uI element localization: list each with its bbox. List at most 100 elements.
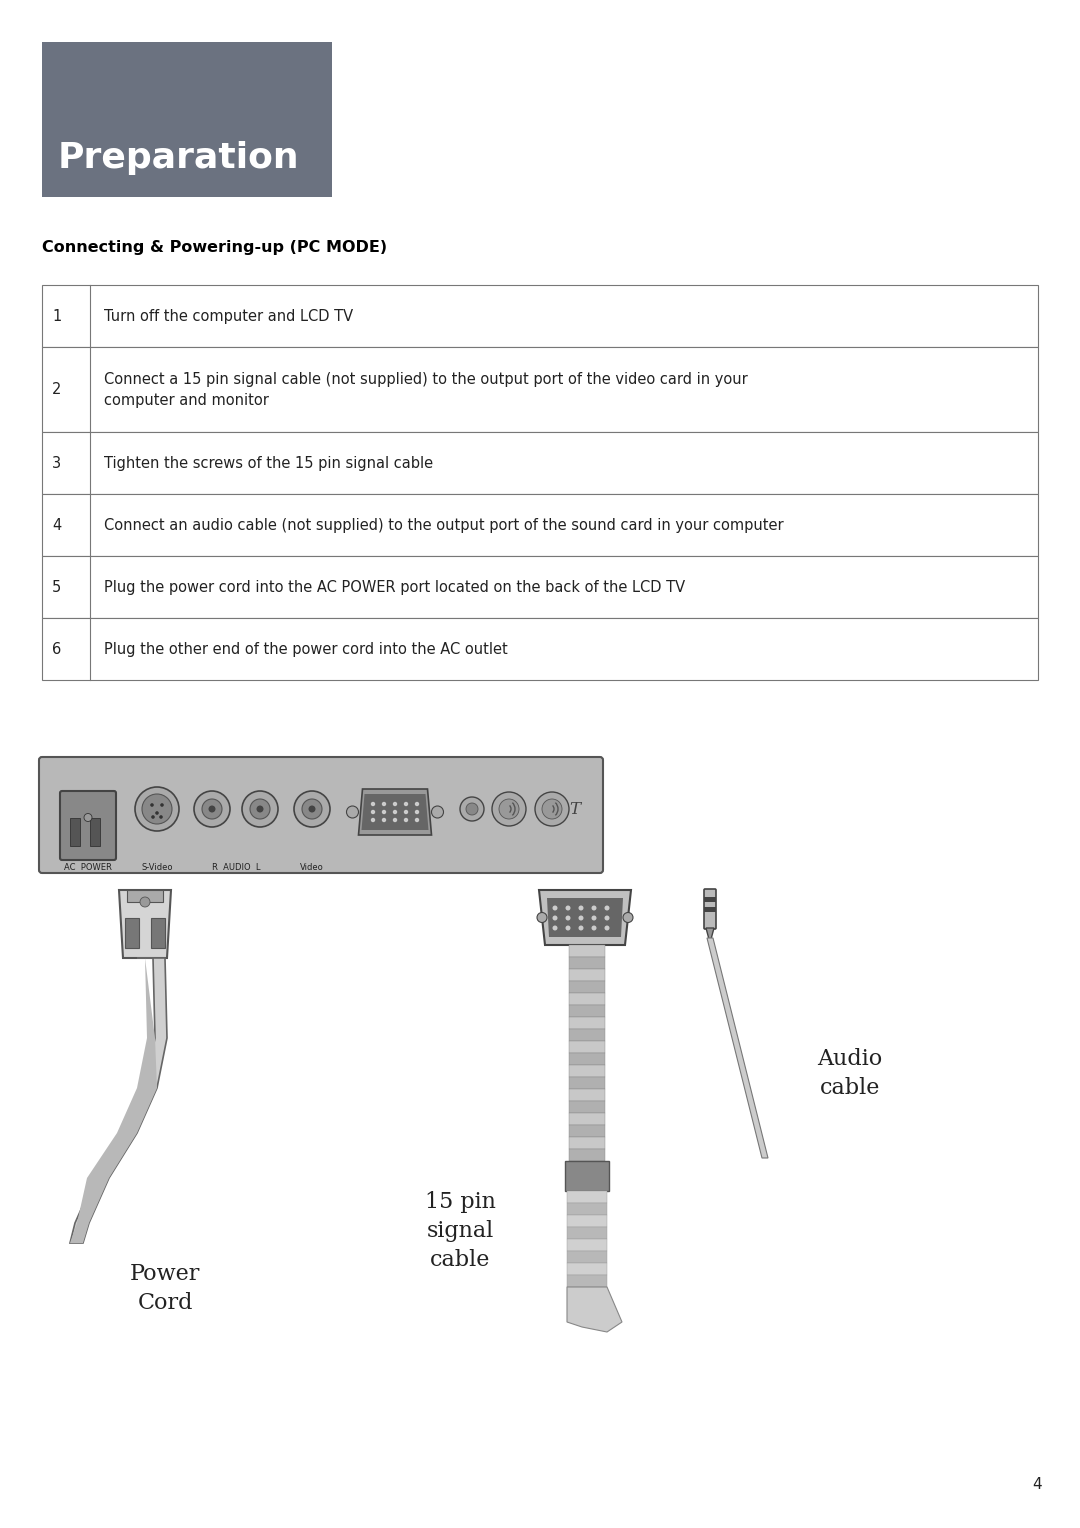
- Circle shape: [140, 897, 150, 908]
- Circle shape: [135, 787, 179, 831]
- Circle shape: [499, 799, 519, 819]
- FancyBboxPatch shape: [704, 889, 716, 929]
- Circle shape: [605, 915, 609, 920]
- FancyBboxPatch shape: [60, 792, 116, 860]
- Bar: [42, 556, 1038, 617]
- Circle shape: [257, 805, 264, 813]
- Circle shape: [537, 912, 546, 923]
- Bar: [567, 1227, 607, 1239]
- Text: 4: 4: [1032, 1478, 1042, 1491]
- Text: Preparation: Preparation: [58, 141, 299, 176]
- Bar: [569, 1112, 605, 1125]
- Circle shape: [404, 817, 408, 822]
- Text: R  AUDIO  L: R AUDIO L: [212, 863, 260, 872]
- Bar: [704, 908, 716, 912]
- Bar: [567, 1274, 607, 1287]
- Bar: [567, 1190, 607, 1203]
- Circle shape: [404, 810, 408, 814]
- Bar: [151, 918, 165, 947]
- Circle shape: [592, 926, 596, 931]
- Circle shape: [150, 804, 153, 807]
- Circle shape: [370, 802, 375, 807]
- Circle shape: [579, 906, 583, 911]
- Bar: [569, 944, 605, 957]
- Bar: [569, 1149, 605, 1161]
- Circle shape: [370, 810, 375, 814]
- Circle shape: [382, 810, 387, 814]
- Bar: [569, 1041, 605, 1053]
- Text: Connect a 15 pin signal cable (not supplied) to the output port of the video car: Connect a 15 pin signal cable (not suppl…: [104, 371, 747, 408]
- Circle shape: [566, 926, 570, 931]
- Circle shape: [151, 816, 154, 819]
- Circle shape: [623, 912, 633, 923]
- Bar: [569, 1137, 605, 1149]
- Circle shape: [432, 805, 444, 817]
- Bar: [567, 1239, 607, 1251]
- Circle shape: [382, 817, 387, 822]
- Bar: [42, 432, 1038, 494]
- Polygon shape: [127, 889, 163, 902]
- Circle shape: [415, 810, 419, 814]
- FancyBboxPatch shape: [39, 756, 603, 872]
- Circle shape: [542, 799, 562, 819]
- Bar: [569, 1102, 605, 1112]
- Circle shape: [160, 804, 164, 807]
- Circle shape: [404, 802, 408, 807]
- Bar: [125, 918, 139, 947]
- Circle shape: [592, 915, 596, 920]
- Bar: [569, 1089, 605, 1102]
- Bar: [569, 981, 605, 993]
- Polygon shape: [359, 788, 432, 834]
- Circle shape: [566, 906, 570, 911]
- Circle shape: [194, 792, 230, 827]
- Bar: [569, 1053, 605, 1065]
- Bar: [567, 1203, 607, 1215]
- Bar: [569, 1028, 605, 1041]
- Bar: [42, 347, 1038, 432]
- Circle shape: [535, 792, 569, 827]
- Bar: [704, 897, 716, 902]
- Text: Power
Cord: Power Cord: [130, 1264, 200, 1314]
- Polygon shape: [119, 889, 171, 958]
- Bar: [567, 1251, 607, 1264]
- Text: 3: 3: [52, 455, 62, 471]
- Text: T: T: [569, 801, 581, 817]
- Circle shape: [242, 792, 278, 827]
- Circle shape: [159, 816, 163, 819]
- Polygon shape: [70, 958, 157, 1242]
- Bar: [70, 817, 80, 847]
- Circle shape: [393, 810, 397, 814]
- Bar: [42, 286, 1038, 347]
- Bar: [90, 817, 100, 847]
- Text: Connect an audio cable (not supplied) to the output port of the sound card in yo: Connect an audio cable (not supplied) to…: [104, 518, 784, 532]
- Polygon shape: [707, 938, 768, 1158]
- Circle shape: [393, 817, 397, 822]
- Text: 2: 2: [52, 382, 62, 397]
- Bar: [569, 1018, 605, 1028]
- Circle shape: [460, 798, 484, 821]
- Bar: [569, 1005, 605, 1018]
- Circle shape: [382, 802, 387, 807]
- Bar: [567, 1264, 607, 1274]
- Circle shape: [553, 926, 557, 931]
- Bar: [569, 993, 605, 1005]
- Circle shape: [605, 906, 609, 911]
- Circle shape: [156, 811, 159, 814]
- Text: S-Video: S-Video: [141, 863, 173, 872]
- Text: 4: 4: [52, 518, 62, 532]
- Polygon shape: [567, 1287, 622, 1332]
- Circle shape: [347, 805, 359, 817]
- Polygon shape: [706, 927, 714, 943]
- Circle shape: [208, 805, 216, 813]
- Bar: [42, 617, 1038, 680]
- Circle shape: [141, 795, 172, 824]
- Text: Connecting & Powering-up (PC MODE): Connecting & Powering-up (PC MODE): [42, 240, 387, 255]
- Circle shape: [84, 813, 92, 822]
- Text: Plug the other end of the power cord into the AC outlet: Plug the other end of the power cord int…: [104, 642, 508, 657]
- Text: 1: 1: [52, 309, 62, 324]
- Polygon shape: [70, 958, 167, 1242]
- Circle shape: [492, 792, 526, 827]
- Circle shape: [294, 792, 330, 827]
- Text: Audio
cable: Audio cable: [818, 1048, 882, 1099]
- Circle shape: [415, 802, 419, 807]
